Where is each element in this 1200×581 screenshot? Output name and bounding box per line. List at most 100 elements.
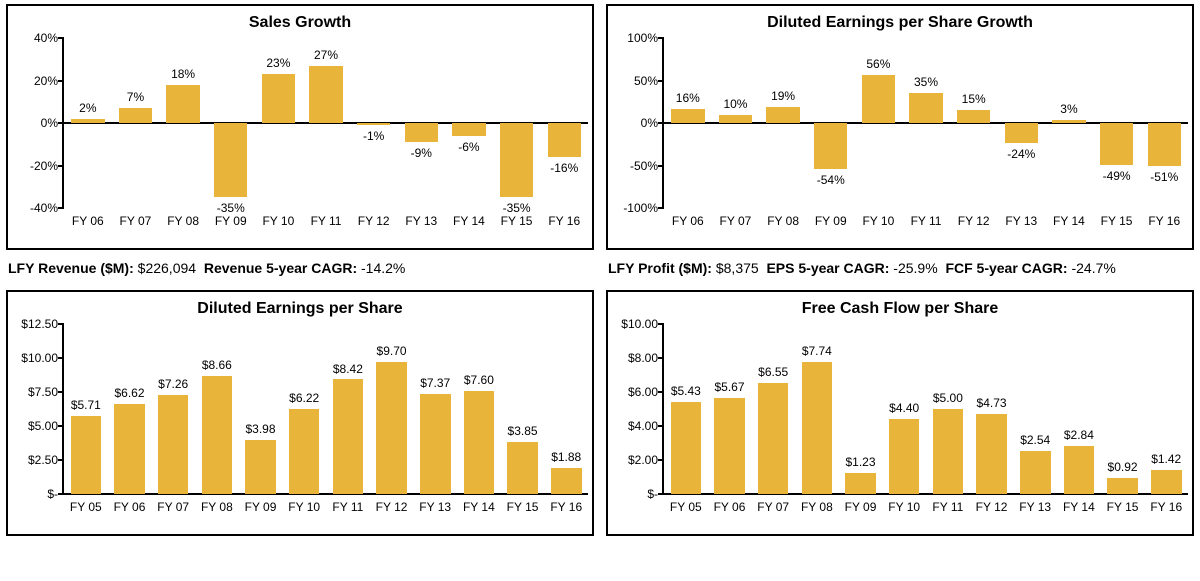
x-tick-label: FY 11	[302, 214, 350, 228]
bar-slot: -24%	[997, 38, 1045, 208]
x-tick-label: FY 07	[151, 500, 195, 514]
chart-bar	[957, 110, 990, 123]
chart-bar	[766, 107, 799, 123]
x-tick-label: FY 10	[255, 214, 303, 228]
chart-bar	[758, 383, 789, 494]
chart-bar	[1020, 451, 1051, 494]
bars-row: $5.71$6.62$7.26$8.66$3.98$6.22$8.42$9.70…	[64, 324, 588, 494]
bar-slot: -6%	[445, 38, 493, 208]
bar-slot: $3.85	[501, 324, 545, 494]
x-tick-label: FY 07	[751, 500, 795, 514]
bar-value-label: 2%	[64, 101, 112, 115]
bar-value-label: 35%	[902, 75, 950, 89]
subtext-left: LFY Revenue ($M): $226,094 Revenue 5-yea…	[6, 256, 594, 284]
bar-slot: -35%	[493, 38, 541, 208]
bar-slot: $6.22	[282, 324, 326, 494]
chart-bar	[802, 362, 833, 494]
chart-bar	[464, 391, 495, 494]
bar-value-label: $5.67	[708, 380, 752, 394]
x-tick-label: FY 10	[855, 214, 903, 228]
chart-bar	[671, 109, 704, 123]
chart-bar	[202, 376, 233, 494]
chart-bar	[71, 119, 104, 123]
bar-value-label: $0.92	[1101, 460, 1145, 474]
bar-value-label: -16%	[540, 161, 588, 175]
bar-value-label: $6.55	[751, 365, 795, 379]
chart-bar	[814, 123, 847, 169]
bar-value-label: 16%	[664, 91, 712, 105]
x-tick-label: FY 08	[795, 500, 839, 514]
bar-slot: -35%	[207, 38, 255, 208]
bar-value-label: $4.40	[882, 401, 926, 415]
bar-value-label: 10%	[712, 97, 760, 111]
stat-value: $8,375	[716, 260, 759, 276]
x-tick-label: FY 12	[350, 214, 398, 228]
x-tick-label: FY 12	[950, 214, 998, 228]
chart-title: Free Cash Flow per Share	[612, 300, 1188, 318]
bar-value-label: 27%	[302, 48, 350, 62]
bar-value-label: $6.22	[282, 391, 326, 405]
x-tick-label: FY 06	[64, 214, 112, 228]
bars-row: 2%7%18%-35%23%27%-1%-9%-6%-35%-16%	[64, 38, 588, 208]
bar-slot: -1%	[350, 38, 398, 208]
chart-bar	[452, 123, 485, 136]
bar-value-label: 3%	[1045, 102, 1093, 116]
bar-value-label: -6%	[445, 140, 493, 154]
bar-slot: 18%	[159, 38, 207, 208]
stat-value: -24.7%	[1071, 260, 1115, 276]
chart-bar	[909, 93, 942, 123]
x-tick-label: FY 11	[326, 500, 370, 514]
bar-value-label: $7.37	[413, 376, 457, 390]
x-tick-label: FY 09	[207, 214, 255, 228]
chart-bar	[889, 419, 920, 494]
x-tick-label: FY 13	[413, 500, 457, 514]
bar-value-label: $9.70	[370, 344, 414, 358]
chart-bar	[166, 85, 199, 123]
bar-slot: 35%	[902, 38, 950, 208]
chart-bar	[114, 404, 145, 494]
chart-bar	[1100, 123, 1133, 165]
bars-row: $5.43$5.67$6.55$7.74$1.23$4.40$5.00$4.73…	[664, 324, 1188, 494]
chart-bar	[357, 123, 390, 125]
x-tick-label: FY 14	[1057, 500, 1101, 514]
bar-slot: $1.42	[1144, 324, 1188, 494]
bar-value-label: $6.62	[108, 386, 152, 400]
stat-value: $226,094	[138, 260, 196, 276]
chart-bar	[214, 123, 247, 197]
x-tick-label: FY 09	[839, 500, 883, 514]
bar-value-label: $1.42	[1144, 452, 1188, 466]
bar-value-label: $1.23	[839, 455, 883, 469]
bar-slot: -49%	[1093, 38, 1141, 208]
bar-slot: $6.62	[108, 324, 152, 494]
x-tick-label: FY 12	[970, 500, 1014, 514]
chart-bar	[1151, 470, 1182, 494]
bar-value-label: $2.84	[1057, 428, 1101, 442]
chart-bar	[862, 75, 895, 123]
bar-value-label: -1%	[350, 129, 398, 143]
bar-slot: 56%	[855, 38, 903, 208]
plot-area: -100%-50%0%50%100%16%10%19%-54%56%35%15%…	[664, 38, 1188, 208]
bar-slot: $4.73	[970, 324, 1014, 494]
chart-bar	[309, 66, 342, 123]
bar-value-label: $5.43	[664, 384, 708, 398]
bar-slot: $5.67	[708, 324, 752, 494]
x-tick-label: FY 14	[457, 500, 501, 514]
x-tick-label: FY 16	[544, 500, 588, 514]
stat-label: FCF 5-year CAGR:	[945, 260, 1067, 276]
bar-slot: 10%	[712, 38, 760, 208]
x-tick-label: FY 05	[664, 500, 708, 514]
bar-value-label: 7%	[112, 90, 160, 104]
x-tick-label: FY 15	[1101, 500, 1145, 514]
chart-bar	[376, 362, 407, 494]
bar-slot: 7%	[112, 38, 160, 208]
bar-slot: $1.88	[544, 324, 588, 494]
stat-label: LFY Profit ($M):	[608, 260, 712, 276]
x-tick-label: FY 14	[1045, 214, 1093, 228]
chart-bar	[262, 74, 295, 123]
x-axis-labels: FY 05FY 06FY 07FY 08FY 09FY 10FY 11FY 12…	[664, 500, 1188, 514]
x-axis-labels: FY 05FY 06FY 07FY 08FY 09FY 10FY 11FY 12…	[64, 500, 588, 514]
bar-slot: $9.70	[370, 324, 414, 494]
x-tick-label: FY 07	[112, 214, 160, 228]
bar-value-label: 56%	[855, 57, 903, 71]
bar-slot: $1.23	[839, 324, 883, 494]
